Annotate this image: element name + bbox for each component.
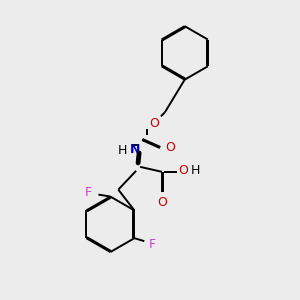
Text: O: O [149,117,159,130]
Text: O: O [157,196,167,209]
Text: F: F [85,186,92,199]
Text: O: O [179,164,189,177]
Text: H: H [191,164,200,177]
Text: O: O [165,140,175,154]
Text: H: H [118,143,127,157]
Text: F: F [149,238,156,250]
Text: N: N [130,142,140,155]
